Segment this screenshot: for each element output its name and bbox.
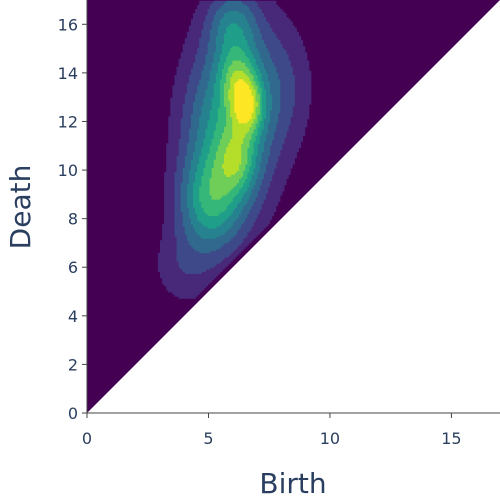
x-tick-label: 10 (320, 429, 340, 448)
x-tick-label: 0 (82, 429, 92, 448)
x-axis: 0 5 10 15 (82, 412, 500, 448)
y-tick-label: 4 (68, 307, 78, 326)
y-axis: 0 2 4 6 8 10 12 14 16 (58, 0, 88, 423)
density-contours (157, 0, 312, 299)
y-axis-title: Death (4, 165, 37, 250)
x-axis-title: Birth (259, 467, 326, 500)
x-tick-label: 15 (441, 429, 461, 448)
y-tick-label: 14 (58, 64, 78, 83)
y-tick-label: 8 (68, 210, 78, 229)
y-tick-label: 0 (68, 404, 78, 423)
y-tick-label: 6 (68, 258, 78, 277)
contour-band-9 (234, 79, 254, 124)
y-tick-label: 12 (58, 112, 78, 131)
y-tick-label: 2 (68, 355, 78, 374)
contour-level-9 (234, 79, 254, 124)
y-tick-label: 10 (58, 161, 78, 180)
x-tick-label: 5 (203, 429, 213, 448)
y-tick-label: 16 (58, 15, 78, 34)
